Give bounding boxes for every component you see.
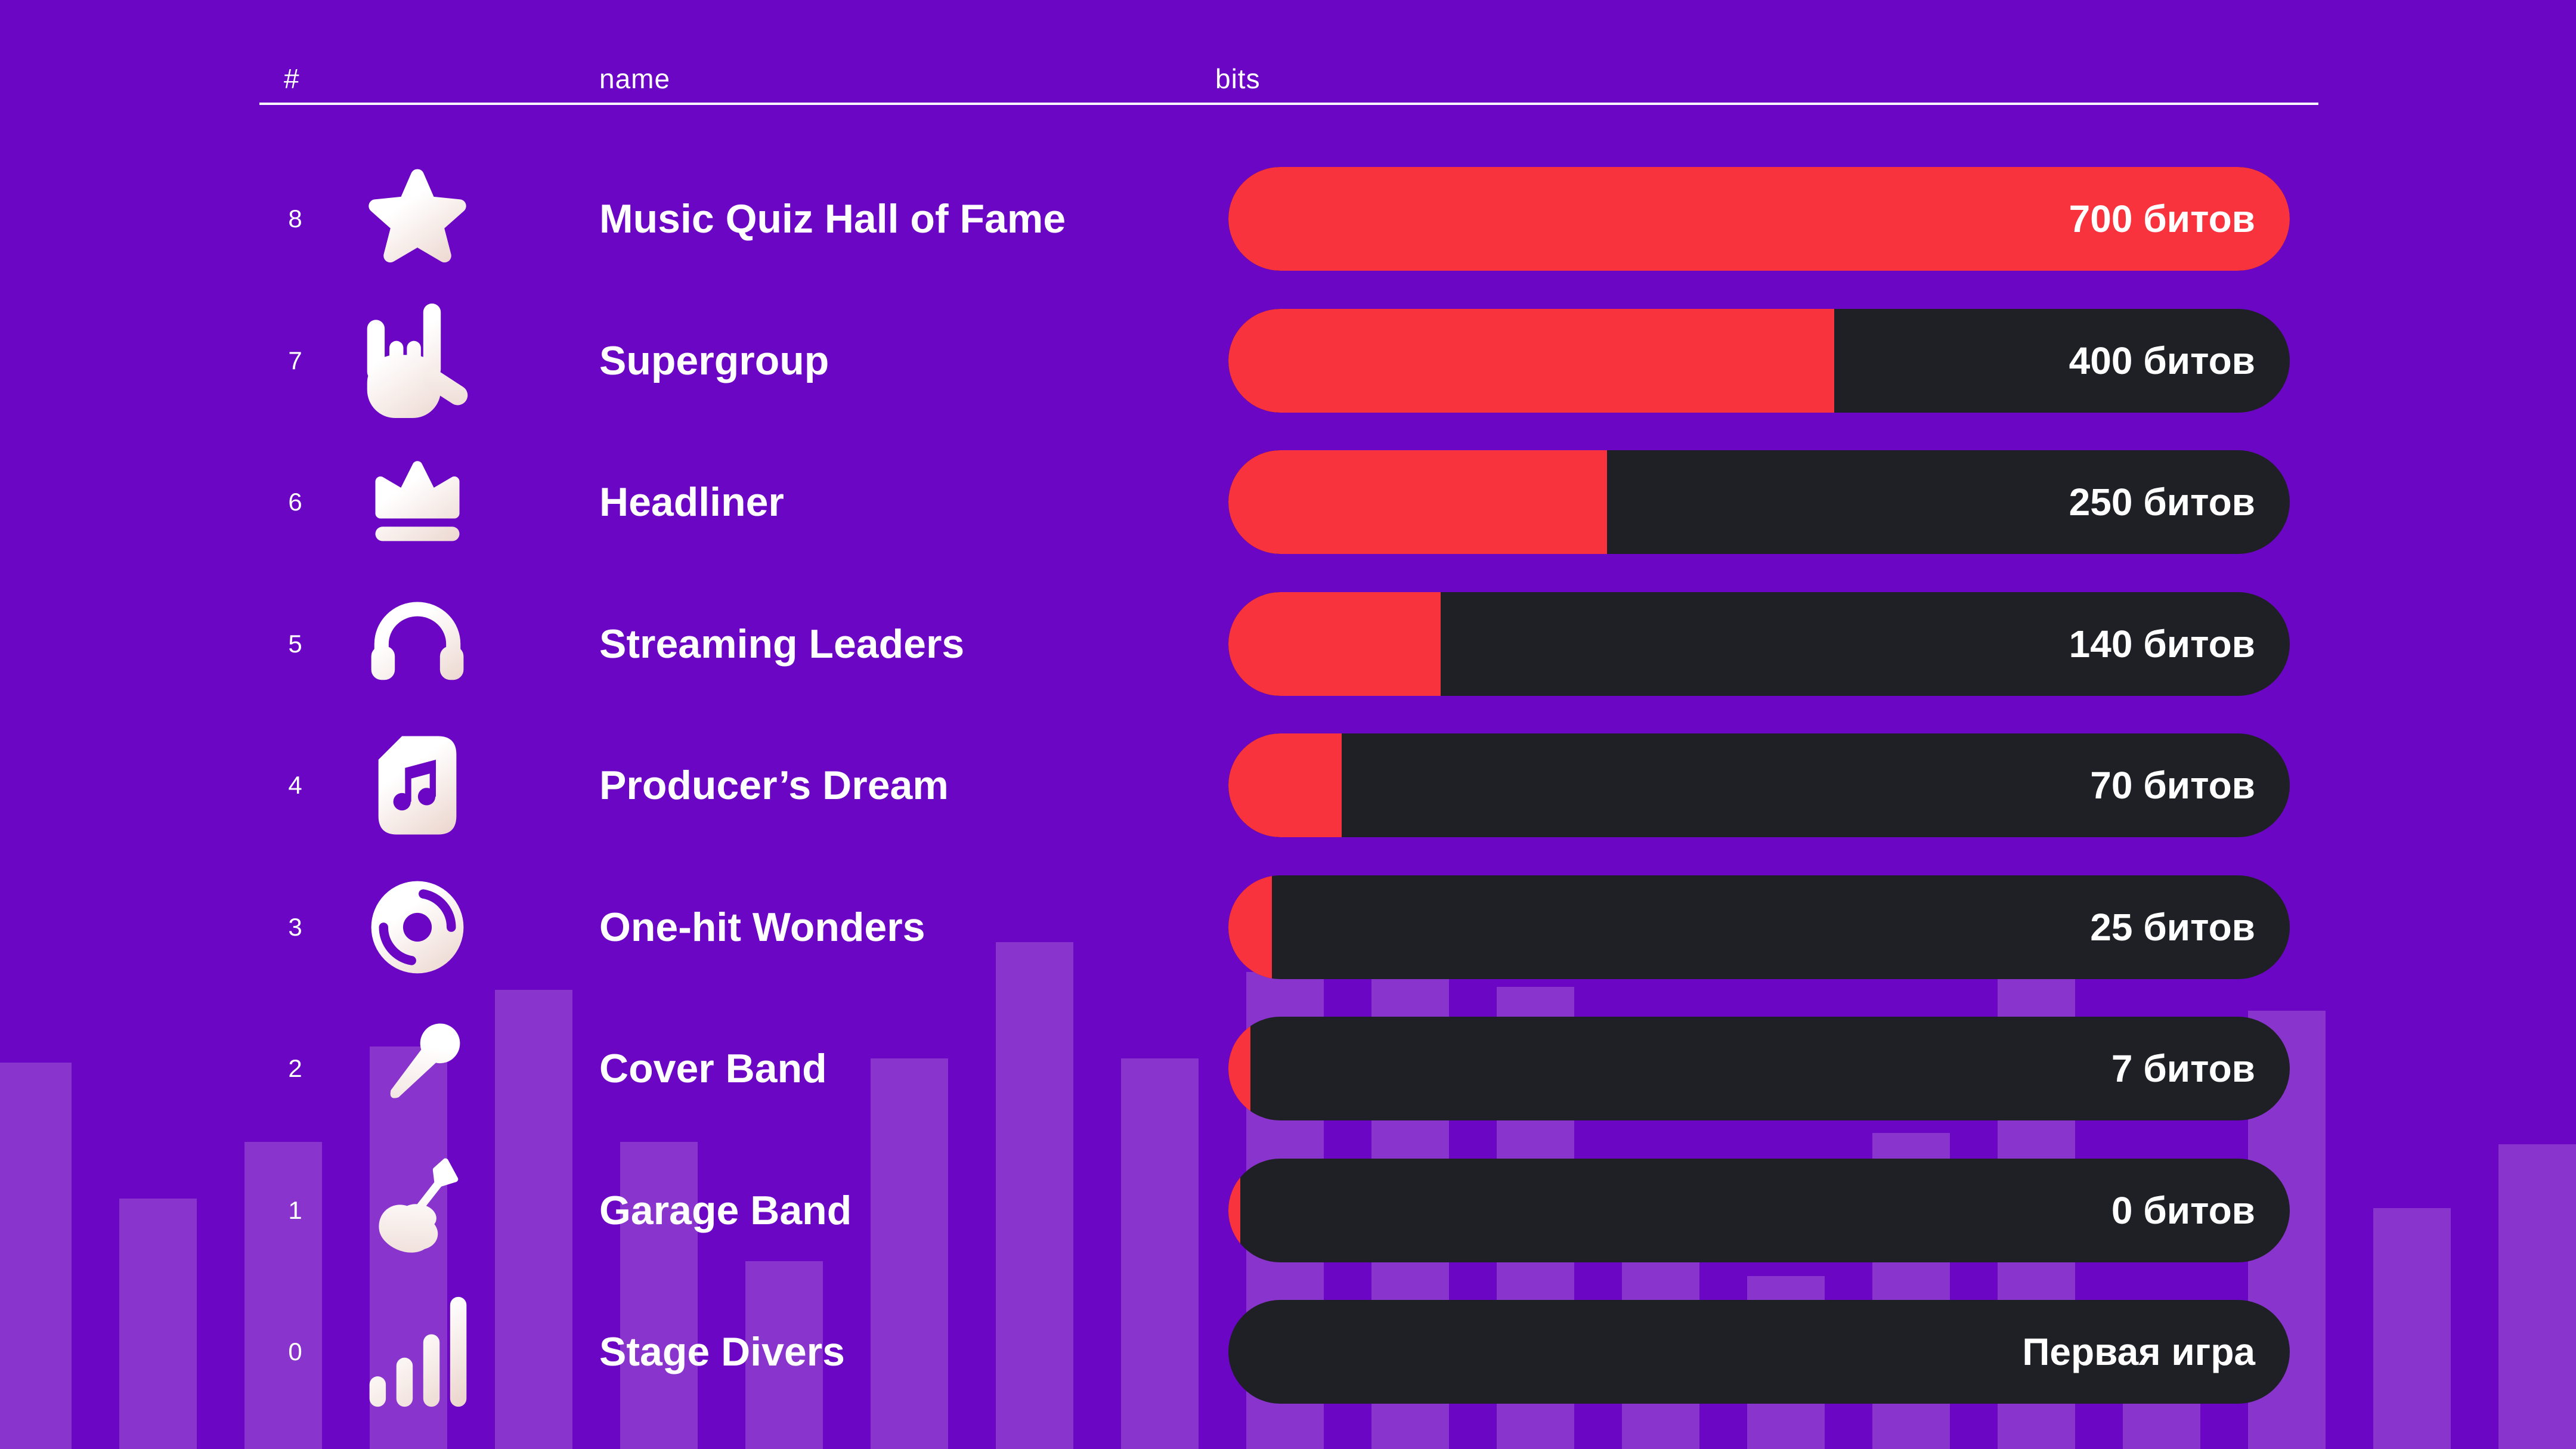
column-header-bits: bits <box>1215 63 1261 94</box>
level-name: Producer’s Dream <box>599 763 949 808</box>
level-row: 8 Music Quiz Hall of Fame 700 битов <box>259 167 2318 271</box>
level-progress-fill <box>1228 1017 1251 1120</box>
level-name: Stage Divers <box>599 1329 845 1374</box>
level-bits-value: 0 битов <box>2111 1188 2255 1232</box>
equalizer-bar <box>495 990 572 1449</box>
level-name: Headliner <box>599 479 784 525</box>
stats-bars-icon <box>361 1296 474 1407</box>
music-file-icon <box>361 733 474 837</box>
equalizer-bar <box>620 1142 698 1449</box>
equalizer-bar <box>871 1058 948 1449</box>
level-rank: 0 <box>288 1337 302 1366</box>
level-row: 7 Supergroup 400 битов <box>259 303 2318 418</box>
rock-hand-icon <box>361 303 474 418</box>
level-bits-value: 140 битов <box>2069 622 2255 665</box>
vinyl-disc-icon <box>361 875 474 979</box>
level-rank: 5 <box>288 629 302 658</box>
level-rank: 3 <box>288 912 302 941</box>
equalizer-bar <box>1121 1058 1199 1449</box>
level-progress-bar: Первая игра <box>1228 1300 2290 1404</box>
level-rank: 6 <box>288 488 302 516</box>
level-row: 3 One-hit Wonders 25 битов <box>259 875 2318 979</box>
level-name: Streaming Leaders <box>599 621 965 667</box>
level-progress-fill <box>1228 308 1835 413</box>
equalizer-bar <box>0 1063 72 1449</box>
level-rank: 1 <box>288 1196 302 1224</box>
level-bits-value: Первая игра <box>2022 1330 2255 1373</box>
guitar-icon <box>361 1158 474 1262</box>
equalizer-bar <box>996 942 1073 1449</box>
column-header-name: name <box>599 63 671 94</box>
level-name: One-hit Wonders <box>599 904 925 950</box>
equalizer-bar <box>244 1142 322 1449</box>
level-progress-bar: 70 битов <box>1228 733 2290 837</box>
level-name: Supergroup <box>599 338 829 383</box>
level-row: 4 Producer’s Dream 70 битов <box>259 733 2318 837</box>
level-progress-bar: 0 битов <box>1228 1158 2290 1262</box>
equalizer-bar <box>2373 1208 2451 1449</box>
level-row: 0 Stage Divers Первая игра <box>259 1296 2318 1407</box>
level-rank: 8 <box>288 205 302 233</box>
level-bits-value: 7 битов <box>2111 1047 2255 1090</box>
equalizer-bar <box>2498 1144 2576 1449</box>
level-bits-value: 700 битов <box>2069 197 2255 240</box>
headphones-icon <box>361 592 474 696</box>
level-bits-value: 25 битов <box>2090 905 2255 949</box>
level-progress-bar: 400 битов <box>1228 308 2290 413</box>
level-progress-bar: 7 битов <box>1228 1017 2290 1120</box>
level-name: Music Quiz Hall of Fame <box>599 196 1066 242</box>
level-progress-fill <box>1228 733 1342 837</box>
level-row: 2 Cover Band 7 битов <box>259 1017 2318 1120</box>
level-bits-value: 70 битов <box>2090 764 2255 807</box>
star-icon <box>361 167 474 271</box>
equalizer-bar <box>745 1261 823 1449</box>
level-row: 5 Streaming Leaders 140 битов <box>259 592 2318 696</box>
level-progress-bar: 700 битов <box>1228 167 2290 271</box>
level-progress-fill <box>1228 592 1441 696</box>
level-bits-value: 250 битов <box>2069 481 2255 524</box>
level-rank: 4 <box>288 771 302 799</box>
level-rank: 7 <box>288 346 302 374</box>
level-rank: 2 <box>288 1054 302 1082</box>
level-progress-bar: 140 битов <box>1228 592 2290 696</box>
level-progress-bar: 250 битов <box>1228 450 2290 554</box>
level-bits-value: 400 битов <box>2069 339 2255 382</box>
column-header-rank: # <box>284 63 300 94</box>
header-divider <box>259 103 2318 105</box>
level-row: 6 Headliner 250 битов <box>259 450 2318 554</box>
microphone-icon <box>361 1017 474 1120</box>
equalizer-bar <box>119 1199 197 1449</box>
level-progress-fill <box>1228 450 1608 554</box>
level-progress-fill <box>1228 1158 1240 1262</box>
level-progress-fill <box>1228 167 2290 271</box>
level-progress-bar: 25 битов <box>1228 875 2290 979</box>
level-row: 1 Garage Band 0 битов <box>259 1158 2318 1262</box>
level-name: Garage Band <box>599 1187 852 1233</box>
level-name: Cover Band <box>599 1046 827 1091</box>
crown-icon <box>361 450 474 554</box>
